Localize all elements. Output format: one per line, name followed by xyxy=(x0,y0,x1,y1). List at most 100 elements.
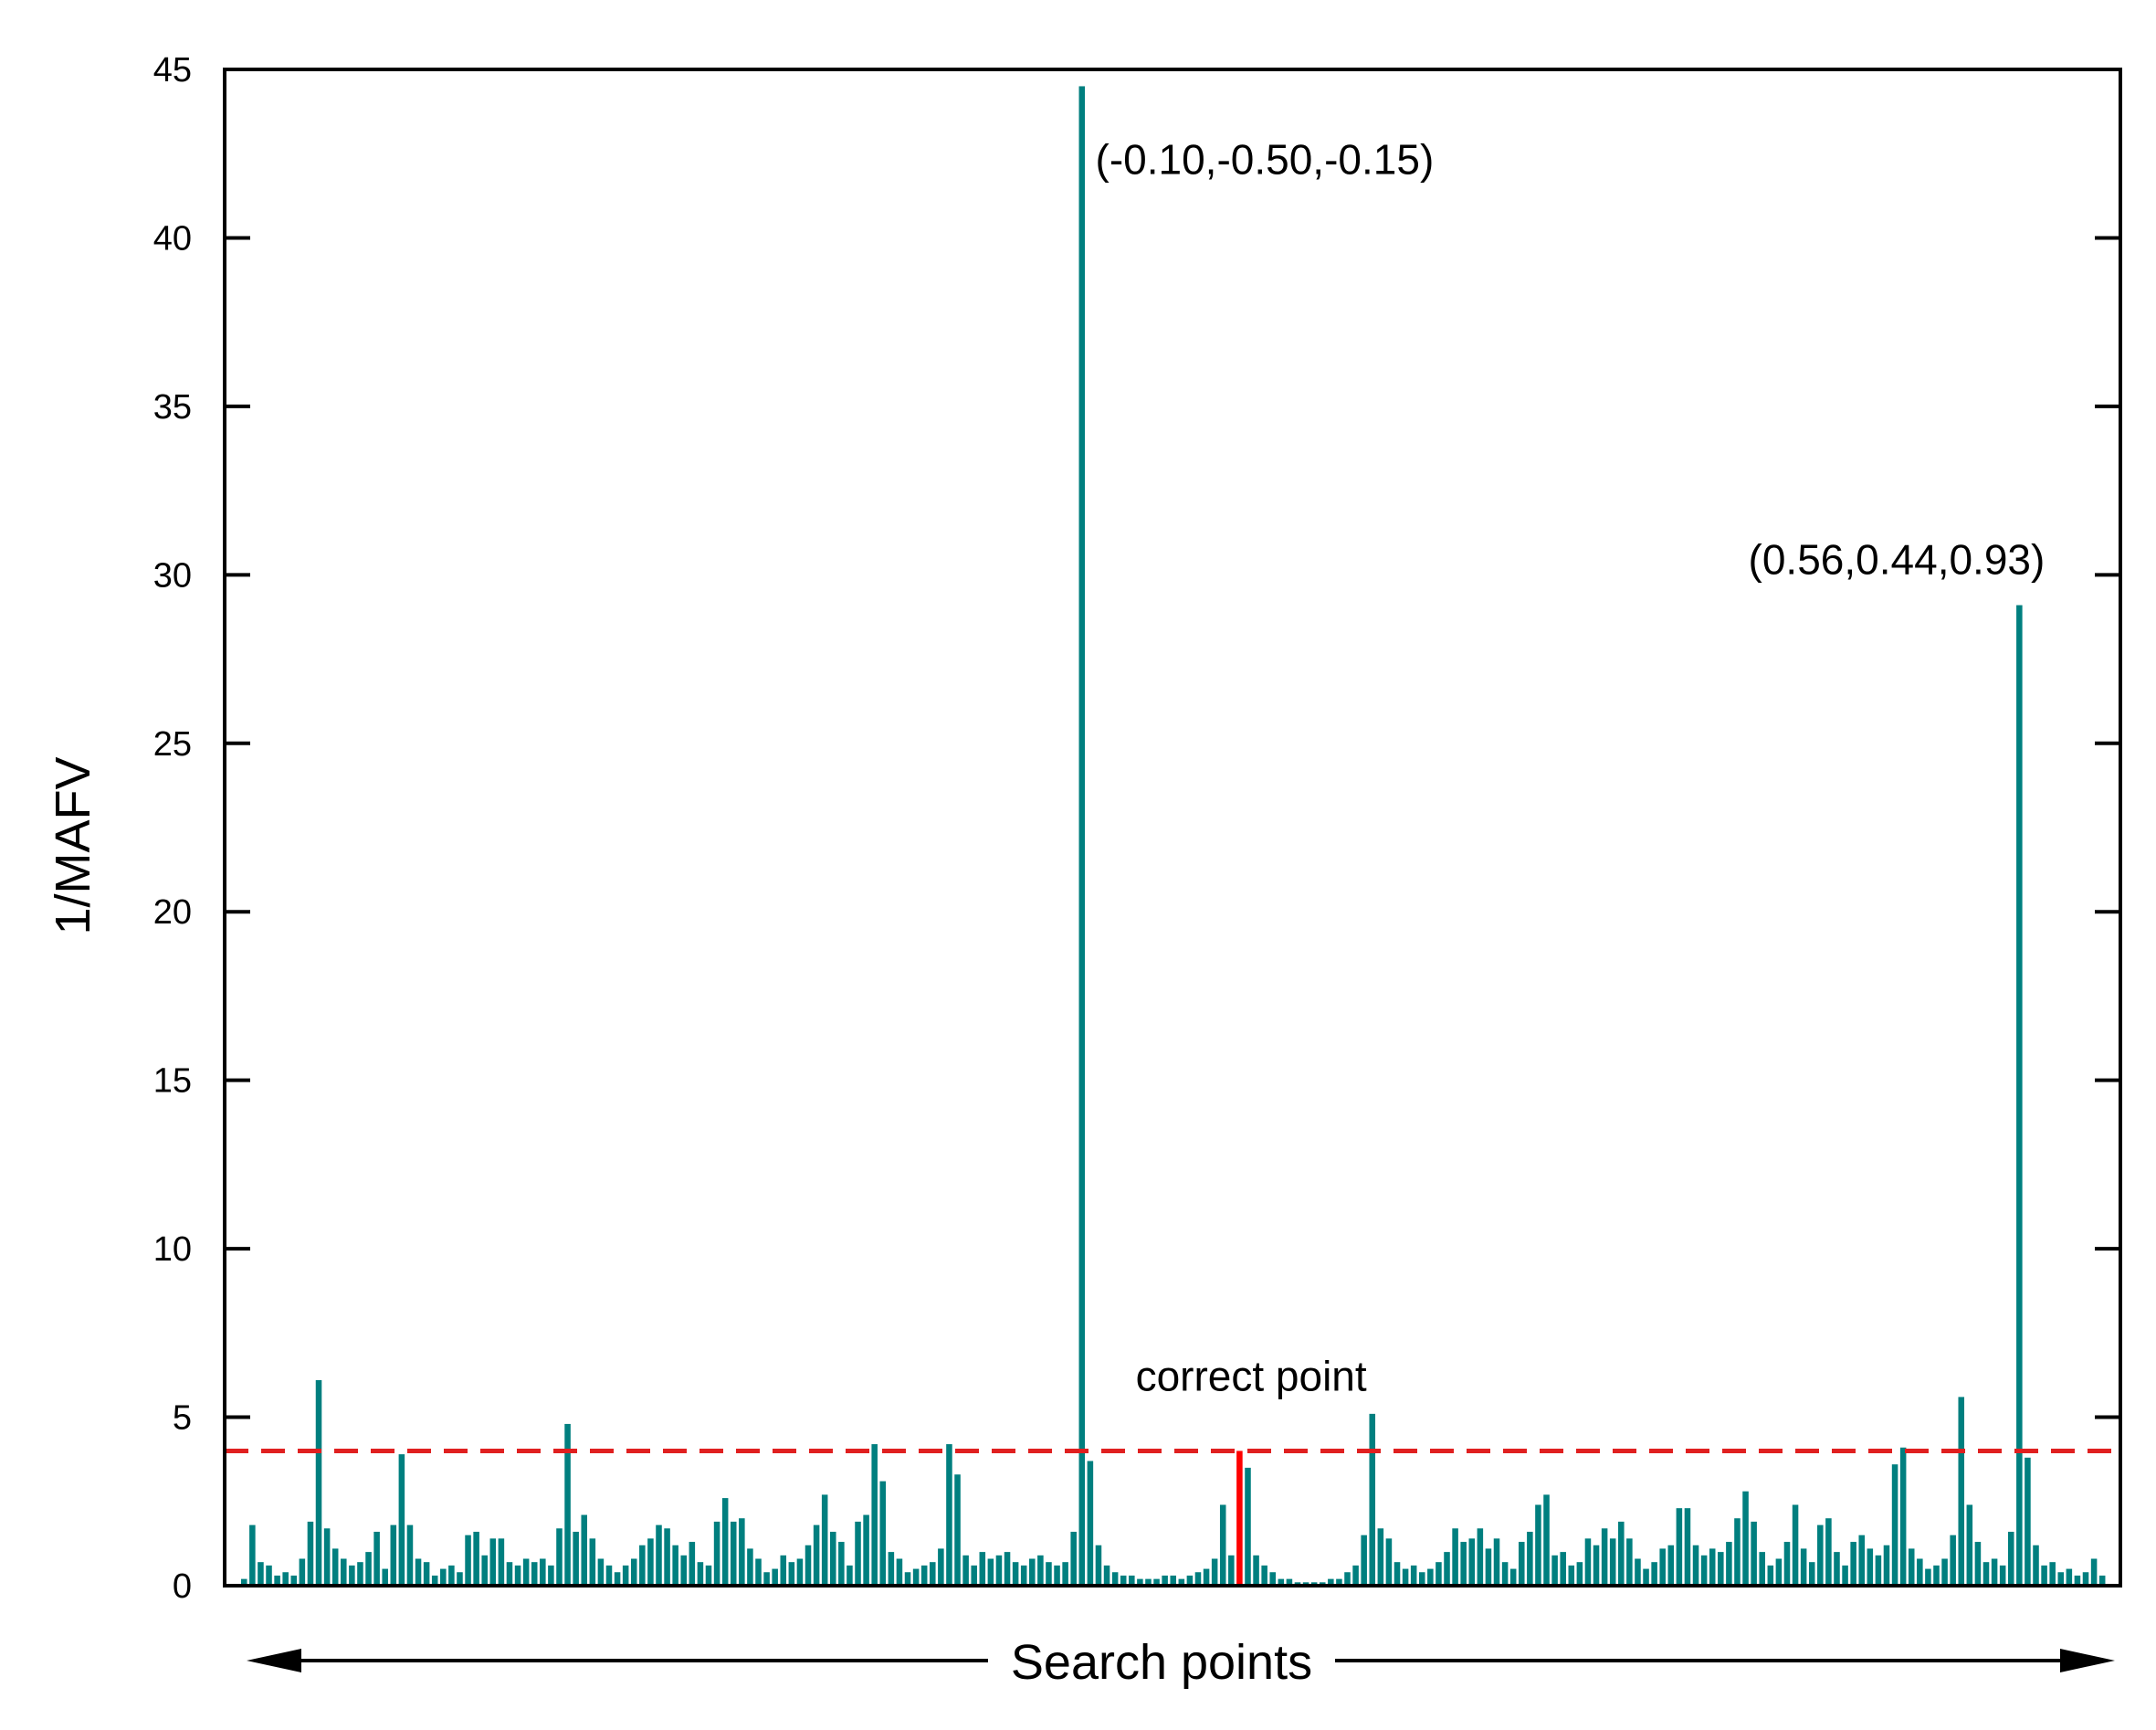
bar xyxy=(705,1565,712,1586)
bar xyxy=(315,1379,322,1586)
bar xyxy=(1593,1545,1600,1586)
bar xyxy=(331,1548,339,1586)
bar xyxy=(647,1538,654,1586)
bar xyxy=(954,1474,961,1586)
bar xyxy=(398,1454,405,1586)
bar xyxy=(912,1568,920,1586)
bar xyxy=(979,1552,986,1586)
bar xyxy=(1535,1504,1541,1586)
bar xyxy=(1759,1552,1765,1586)
bar xyxy=(1137,1578,1143,1586)
bar xyxy=(1111,1572,1119,1586)
bar xyxy=(971,1565,977,1586)
bar xyxy=(1186,1575,1194,1586)
bar xyxy=(772,1568,778,1586)
bar xyxy=(440,1568,447,1586)
bar xyxy=(1328,1578,1334,1586)
bar xyxy=(1850,1542,1856,1586)
x-axis-title: Search points xyxy=(1011,1635,1312,1690)
bar xyxy=(514,1565,521,1586)
bar xyxy=(1020,1565,1027,1586)
bar xyxy=(1129,1575,1135,1586)
bar xyxy=(1418,1572,1425,1586)
bar xyxy=(1925,1568,1931,1586)
bar xyxy=(1427,1568,1434,1586)
bar xyxy=(1012,1562,1019,1586)
bar xyxy=(1635,1558,1641,1586)
y-axis-title: 1/MAFV xyxy=(46,756,100,934)
bar xyxy=(556,1528,563,1586)
bar xyxy=(1361,1535,1367,1586)
bar xyxy=(1153,1578,1160,1586)
x-axis-title-background xyxy=(988,1633,1335,1688)
bar xyxy=(1950,1535,1956,1586)
bar xyxy=(597,1558,605,1586)
bar xyxy=(1775,1558,1783,1586)
bar xyxy=(2082,1572,2089,1586)
y-tick-label: 0 xyxy=(173,1567,192,1606)
bar xyxy=(1783,1542,1791,1586)
bar xyxy=(249,1524,256,1586)
bar xyxy=(863,1514,869,1586)
bar xyxy=(1452,1528,1458,1586)
bar xyxy=(1808,1562,1815,1586)
bar xyxy=(995,1555,1003,1586)
highlighted-bar xyxy=(1236,1450,1243,1586)
bar xyxy=(2016,605,2023,1586)
bar xyxy=(1219,1504,1226,1586)
bar xyxy=(465,1535,471,1586)
y-tick-label: 30 xyxy=(153,556,192,595)
bar xyxy=(1568,1565,1575,1586)
bar xyxy=(423,1562,430,1586)
bar xyxy=(274,1575,280,1586)
bar xyxy=(1178,1578,1185,1586)
bar xyxy=(1344,1572,1351,1586)
bar xyxy=(1070,1531,1077,1586)
bar xyxy=(838,1542,845,1586)
bar xyxy=(946,1444,952,1586)
bar xyxy=(1718,1552,1724,1586)
bar xyxy=(1726,1542,1732,1586)
bar xyxy=(1933,1565,1940,1586)
bar xyxy=(1253,1555,1259,1586)
bar xyxy=(1203,1568,1210,1586)
bar xyxy=(1286,1578,1293,1586)
bar xyxy=(1228,1555,1235,1586)
bar xyxy=(1817,1524,1824,1586)
bar xyxy=(1394,1562,1401,1586)
y-tick-label: 25 xyxy=(153,725,192,764)
bar xyxy=(1667,1545,1675,1586)
bar xyxy=(830,1531,836,1586)
bar-series xyxy=(241,86,2106,1587)
bar xyxy=(299,1558,306,1586)
y-tick-label: 35 xyxy=(153,388,192,427)
y-tick-label: 5 xyxy=(173,1399,192,1438)
bar xyxy=(1519,1542,1525,1586)
bar xyxy=(813,1524,820,1586)
bar xyxy=(2074,1575,2081,1586)
bar xyxy=(1460,1542,1467,1586)
bar xyxy=(639,1545,646,1586)
bar xyxy=(1078,86,1086,1587)
bar xyxy=(1917,1558,1923,1586)
peak-annotation-secondary: (0.56,0.44,0.93) xyxy=(1749,536,2046,584)
bar xyxy=(2007,1531,2014,1586)
bar xyxy=(1999,1565,2006,1586)
bar xyxy=(2025,1457,2031,1586)
bar xyxy=(1676,1508,1683,1586)
bar xyxy=(1982,1562,1990,1586)
y-tick-label: 20 xyxy=(153,893,192,932)
bar xyxy=(664,1528,670,1586)
bar xyxy=(2057,1572,2065,1586)
bar xyxy=(573,1531,579,1586)
bar xyxy=(341,1558,347,1586)
bar xyxy=(672,1545,678,1586)
bar xyxy=(614,1572,621,1586)
bar xyxy=(1974,1542,1982,1586)
bar xyxy=(258,1562,264,1586)
bar xyxy=(622,1565,629,1586)
bar xyxy=(1120,1575,1127,1586)
bar xyxy=(1908,1548,1915,1586)
bar xyxy=(2033,1545,2039,1586)
bar xyxy=(1651,1562,1657,1586)
